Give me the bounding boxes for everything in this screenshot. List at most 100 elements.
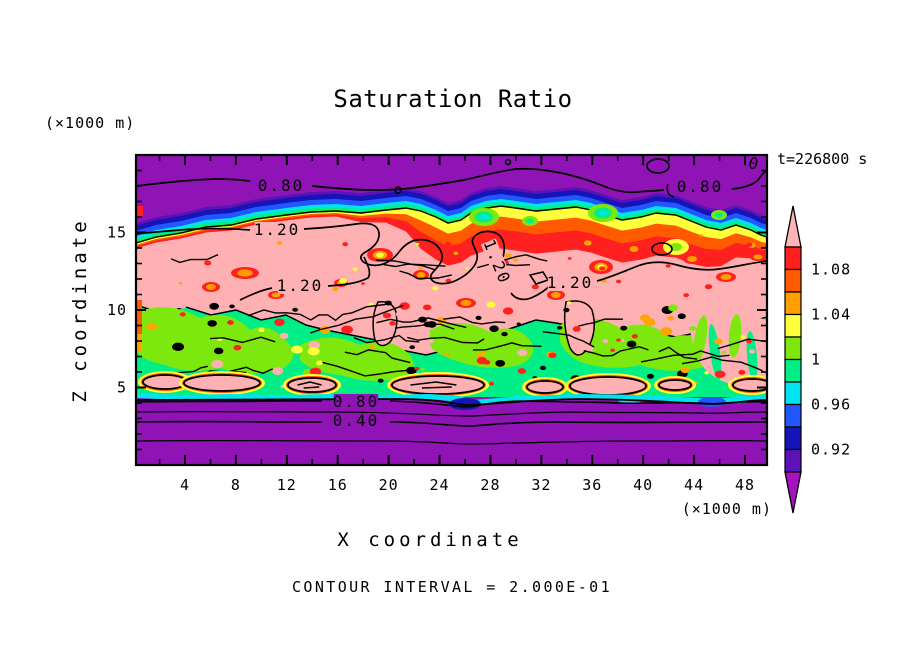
speckle bbox=[704, 371, 709, 375]
speckle bbox=[599, 266, 605, 271]
warm-blob bbox=[206, 284, 216, 290]
contour-fragment bbox=[322, 361, 407, 377]
left-edge-warm-streak bbox=[136, 300, 142, 334]
speckle bbox=[665, 264, 671, 268]
speckle bbox=[615, 279, 622, 284]
speckle bbox=[207, 320, 217, 327]
contour-label: 1.20 bbox=[277, 276, 323, 295]
warm-blob bbox=[237, 269, 253, 277]
contour-label-bg bbox=[480, 238, 513, 286]
contour-line-120-lower bbox=[239, 256, 371, 301]
x-tick-label: 32 bbox=[531, 476, 551, 494]
contour-line-080 bbox=[136, 400, 767, 408]
colorbar-tick-label: 0.96 bbox=[811, 396, 851, 414]
speckle bbox=[620, 338, 625, 342]
speckle bbox=[475, 315, 482, 321]
pink-lens bbox=[732, 378, 767, 392]
speckle bbox=[740, 335, 746, 339]
blue-pocket bbox=[698, 397, 726, 407]
speckle bbox=[667, 315, 675, 321]
speckle bbox=[746, 242, 753, 247]
axis-ticks bbox=[136, 155, 767, 465]
contour-label-text: 0.80 bbox=[258, 176, 305, 195]
speckle bbox=[472, 326, 480, 332]
cell-core bbox=[599, 210, 607, 216]
contour-fragment bbox=[542, 330, 595, 348]
speckle bbox=[309, 367, 322, 376]
green-streak bbox=[746, 331, 758, 381]
colorbar-band bbox=[784, 381, 802, 406]
colorbar-band bbox=[784, 448, 802, 473]
pink-lens bbox=[287, 377, 337, 393]
x-tick-label: 36 bbox=[582, 476, 602, 494]
lens-mark bbox=[297, 381, 322, 389]
speckle bbox=[699, 234, 704, 237]
contour-fragment bbox=[658, 346, 698, 360]
contour-line-120-upper bbox=[136, 222, 767, 301]
cyan-boundary-strip bbox=[136, 393, 767, 406]
chartreuse-patch bbox=[136, 307, 294, 374]
speckle bbox=[548, 352, 557, 359]
speckle bbox=[668, 304, 678, 312]
colorbar-band bbox=[784, 336, 802, 361]
colorbar: 1.08 1.04 1 0.96 0.92 bbox=[784, 205, 851, 514]
contour-fragment bbox=[200, 366, 273, 377]
contour-line-top-080 bbox=[136, 167, 767, 194]
y-axis-units: (×1000 m) bbox=[45, 114, 135, 132]
closed-contour-loop bbox=[646, 158, 670, 174]
x-tick-label: 4 bbox=[180, 476, 190, 494]
contour-line-020 bbox=[136, 439, 767, 445]
speckle bbox=[517, 368, 527, 374]
speckle bbox=[660, 327, 673, 336]
contour-label-bg bbox=[677, 179, 723, 195]
contour-fragment bbox=[681, 356, 763, 372]
contour-fragment bbox=[344, 349, 411, 364]
colorbar-band bbox=[784, 358, 802, 383]
lens-mark bbox=[410, 381, 457, 389]
speckle bbox=[399, 302, 410, 310]
contour-fragment bbox=[500, 254, 548, 262]
speckle bbox=[445, 241, 452, 247]
x-tick-label: 12 bbox=[277, 476, 297, 494]
speckle bbox=[409, 345, 416, 350]
speckle bbox=[616, 338, 621, 342]
speckle bbox=[539, 365, 547, 371]
transition-strip bbox=[136, 186, 767, 226]
pink-lens bbox=[658, 379, 692, 391]
contour-fragment bbox=[443, 316, 506, 325]
speckle bbox=[179, 312, 186, 317]
left-edge-warm-streak bbox=[136, 206, 143, 216]
speckle bbox=[445, 278, 452, 283]
contour-label: 1.20 bbox=[254, 220, 300, 239]
speckle bbox=[406, 366, 417, 375]
contour-fragment bbox=[383, 263, 446, 268]
x-tick-label: 16 bbox=[328, 476, 348, 494]
speckle bbox=[307, 347, 320, 356]
speckle bbox=[723, 315, 733, 322]
contour-fragment bbox=[310, 304, 404, 334]
speckle bbox=[714, 370, 726, 379]
speckle bbox=[418, 266, 423, 270]
speckle bbox=[557, 325, 563, 330]
warm-blob bbox=[551, 292, 561, 298]
speckle bbox=[517, 349, 528, 357]
speckle bbox=[395, 310, 406, 318]
colorbar-tick-label: 1.08 bbox=[811, 261, 851, 279]
colorbar-arrow-down bbox=[784, 471, 802, 514]
speckle bbox=[339, 278, 348, 284]
x-tick-label: 24 bbox=[430, 476, 450, 494]
speckle bbox=[414, 366, 420, 371]
speckle bbox=[504, 253, 512, 259]
pink-lens bbox=[569, 376, 647, 396]
speckle bbox=[502, 307, 514, 315]
speckle bbox=[738, 369, 746, 375]
warm-blob bbox=[460, 300, 472, 306]
contour-fragment bbox=[209, 336, 276, 344]
speckle bbox=[495, 359, 506, 367]
speckle bbox=[501, 331, 508, 337]
speckle bbox=[610, 348, 615, 352]
left-edge-warm-streak bbox=[136, 334, 141, 352]
